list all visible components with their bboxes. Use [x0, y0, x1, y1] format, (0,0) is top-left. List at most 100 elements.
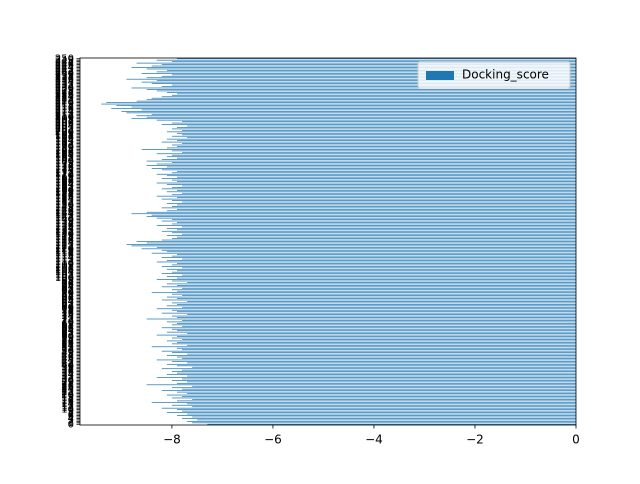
- y-tick-label: 120: [55, 244, 74, 255]
- bar: [176, 181, 576, 182]
- bar: [161, 368, 577, 370]
- y-tick-label: 144: [55, 209, 74, 220]
- bar: [151, 252, 576, 254]
- y-tick-label: 91: [61, 286, 74, 297]
- y-tick-label: 157: [55, 190, 74, 201]
- bar: [176, 290, 576, 292]
- bar: [171, 361, 576, 362]
- bar: [161, 178, 577, 179]
- bar: [176, 311, 576, 313]
- bar: [151, 83, 576, 84]
- y-tick-label: 22: [61, 387, 74, 398]
- y-tick-label: 74: [61, 311, 74, 322]
- bar: [131, 213, 576, 215]
- y-tick-label: 152: [55, 197, 74, 208]
- bar: [161, 159, 577, 160]
- y-tick-label: 82: [61, 299, 74, 310]
- y-tick-label: 122: [55, 241, 74, 252]
- bar: [161, 239, 577, 241]
- bar: [176, 298, 576, 299]
- bar: [171, 154, 576, 156]
- y-tick-label: 134: [55, 223, 74, 234]
- bar: [166, 70, 576, 71]
- y-tick-label: 162: [55, 182, 74, 193]
- bar: [161, 86, 577, 87]
- y-tick-label: 190: [55, 141, 74, 152]
- bar: [182, 287, 577, 289]
- y-tick-label: 228: [55, 86, 74, 97]
- y-tick-label: 143: [55, 210, 74, 221]
- bar: [126, 78, 576, 80]
- y-tick-label: 107: [55, 263, 74, 274]
- bar: [187, 420, 576, 422]
- y-tick-label: 43: [61, 356, 74, 367]
- bar: [171, 84, 576, 86]
- y-tick-label: 175: [55, 163, 74, 174]
- bar: [187, 375, 576, 377]
- y-tick-label: 26: [61, 381, 74, 392]
- y-tick-label: 66: [61, 323, 74, 334]
- y-tick-label: 180: [55, 156, 74, 167]
- y-tick-label: 100: [55, 273, 74, 284]
- y-tick-label: 210: [55, 112, 74, 123]
- bar: [176, 336, 576, 337]
- bar: [151, 401, 576, 403]
- legend-box: [417, 61, 571, 89]
- y-tick-label: 148: [55, 203, 74, 214]
- y-tick-label: 39: [61, 362, 74, 373]
- bar: [182, 369, 577, 371]
- bar: [156, 163, 576, 165]
- bar: [166, 191, 576, 193]
- bar: [176, 409, 576, 411]
- y-tick-label: 90: [61, 288, 74, 299]
- y-tick-label: 231: [55, 82, 74, 93]
- y-tick-label: 226: [55, 89, 74, 100]
- y-tick-label: 138: [55, 217, 74, 228]
- y-tick-label: 240: [55, 68, 74, 79]
- y-tick-label: 203: [55, 122, 74, 133]
- bar: [187, 381, 576, 383]
- bar: [176, 400, 576, 402]
- bar: [161, 96, 577, 98]
- bar: [166, 305, 576, 307]
- y-tick-label: 136: [55, 220, 74, 231]
- y-tick-label: 141: [55, 213, 74, 224]
- y-tick-label: 62: [61, 329, 74, 340]
- bar: [166, 331, 576, 333]
- bar: [182, 306, 577, 308]
- y-tick-label: 233: [55, 79, 74, 90]
- y-tick-label: 67: [61, 321, 74, 332]
- bar: [187, 333, 576, 334]
- y-tick-label: 41: [61, 359, 74, 370]
- y-tick-label: 218: [55, 101, 74, 112]
- bar: [187, 362, 576, 364]
- y-tick-label: 239: [55, 70, 74, 81]
- bar: [156, 225, 576, 226]
- y-tick-label: 169: [55, 172, 74, 183]
- bar: [161, 249, 577, 251]
- y-tick-label: 56: [61, 337, 74, 348]
- bar: [171, 74, 576, 76]
- y-tick-label: 167: [55, 175, 74, 186]
- y-tick-label: 93: [61, 283, 74, 294]
- bar: [182, 358, 577, 359]
- bar: [161, 286, 577, 288]
- y-tick-label: 12: [61, 402, 74, 413]
- y-tick-label: 51: [61, 345, 74, 356]
- y-tick-label: 154: [55, 194, 74, 205]
- bar: [176, 277, 576, 279]
- y-tick-label: 171: [55, 169, 74, 180]
- y-tick-label: 58: [61, 334, 74, 345]
- bar: [182, 320, 577, 321]
- bar: [176, 229, 576, 231]
- y-tick-label: 5: [68, 412, 74, 423]
- bar: [187, 353, 576, 355]
- y-tick-label: 45: [61, 353, 74, 364]
- y-tick-label: 249: [55, 55, 74, 66]
- bar: [176, 222, 576, 223]
- y-tick-label: 137: [55, 219, 74, 230]
- y-tick-label: 28: [61, 378, 74, 389]
- bar: [171, 206, 576, 207]
- bar: [166, 91, 576, 93]
- bar: [151, 65, 576, 67]
